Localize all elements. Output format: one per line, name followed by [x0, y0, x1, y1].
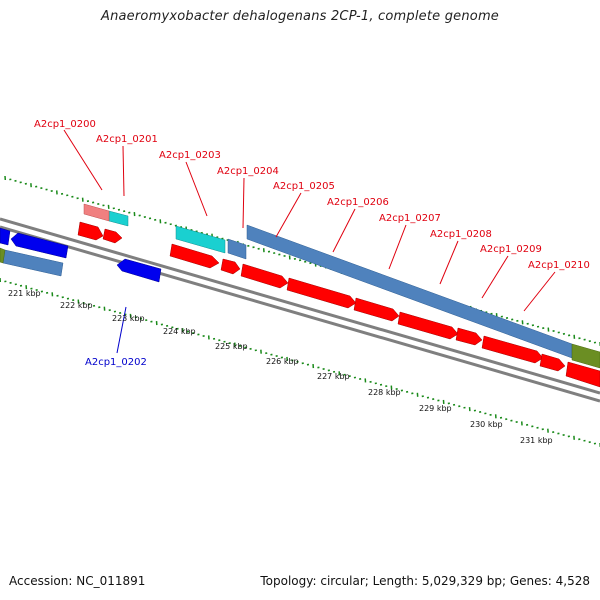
gene-0200-pink[interactable] [83, 203, 110, 222]
gene-0208b-red[interactable] [455, 327, 483, 346]
gene-0203-small-blue[interactable] [227, 238, 247, 260]
accession-text: Accession: NC_011891 [9, 574, 146, 588]
kbp-label: 228 kbp [368, 388, 401, 397]
gene-label[interactable]: A2cp1_0207 [379, 213, 441, 224]
gene-0209b-red[interactable] [539, 353, 566, 372]
gene-0206-red[interactable] [286, 277, 357, 309]
gene-tracks [0, 203, 600, 388]
kbp-label: 222 kbp [60, 301, 93, 310]
gene-left-blue-1[interactable] [0, 227, 11, 246]
gene-label[interactable]: A2cp1_0204 [217, 166, 279, 177]
gene-0203-red[interactable] [169, 243, 220, 269]
kbp-label: 227 kbp [317, 372, 350, 381]
gene-label[interactable]: A2cp1_0203 [159, 150, 221, 161]
gene-0204-red[interactable] [220, 258, 241, 275]
kbp-label: 231 kbp [520, 436, 553, 445]
gene-left-blue-2[interactable] [10, 232, 69, 259]
gene-0202-blue[interactable] [116, 258, 162, 283]
gene-0207-red[interactable] [353, 297, 400, 322]
gene-label[interactable]: A2cp1_0201 [96, 134, 158, 145]
kbp-label: 224 kbp [163, 327, 196, 336]
gene-label[interactable]: A2cp1_0200 [34, 119, 96, 130]
gene-label[interactable]: A2cp1_0208 [430, 229, 492, 240]
kbp-label: 223 kbp [112, 314, 145, 323]
gene-labels: A2cp1_0200 A2cp1_0201 A2cp1_0203 A2cp1_0… [34, 119, 590, 368]
gene-0208-red[interactable] [397, 311, 459, 340]
kbp-label: 226 kbp [266, 357, 299, 366]
genome-stats-text: Topology: circular; Length: 5,029,329 bp… [260, 574, 590, 588]
gene-0210-olive[interactable] [571, 343, 600, 369]
kbp-label: 221 kbp [8, 289, 41, 298]
gene-0210-red[interactable] [565, 361, 600, 388]
gene-0205-red[interactable] [240, 263, 289, 289]
kbp-labels: 221 kbp 222 kbp 223 kbp 224 kbp 225 kbp … [8, 289, 553, 445]
outer-scale-ticks [4, 175, 600, 347]
label-leaders [63, 129, 556, 354]
gene-label[interactable]: A2cp1_0210 [528, 260, 590, 271]
gene-label[interactable]: A2cp1_0209 [480, 244, 542, 255]
gene-label[interactable]: A2cp1_0205 [273, 181, 335, 192]
gene-label[interactable]: A2cp1_0202 [85, 357, 147, 368]
gene-label[interactable]: A2cp1_0206 [327, 197, 389, 208]
gene-0201-red[interactable] [102, 228, 123, 244]
gene-0200-red[interactable] [77, 221, 104, 241]
kbp-label: 225 kbp [215, 342, 248, 351]
kbp-label: 229 kbp [419, 404, 452, 413]
map-title: Anaeromyxobacter dehalogenans 2CP-1, com… [100, 9, 500, 24]
gene-left-olive[interactable] [0, 247, 6, 264]
gene-0203-cyan[interactable] [175, 225, 226, 254]
gene-0201-cyan[interactable] [108, 210, 129, 227]
inner-scale-ticks [0, 277, 600, 448]
kbp-label: 230 kbp [470, 420, 503, 429]
gene-0209-red[interactable] [481, 335, 544, 364]
backbone [0, 217, 600, 403]
